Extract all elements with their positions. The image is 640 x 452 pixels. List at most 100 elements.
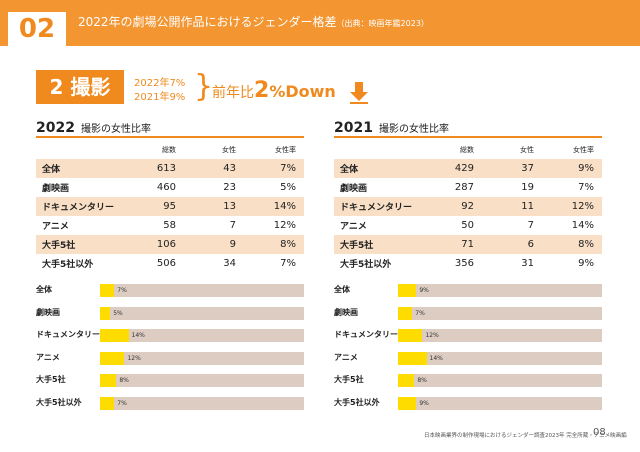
total-cell: 356 [454, 258, 474, 269]
bar-label: アニメ [36, 352, 60, 362]
bar-fill [398, 284, 417, 297]
total-cell: 58 [163, 220, 176, 231]
bar-value-label: 14% [131, 332, 145, 339]
rate-cell: 12% [273, 220, 296, 231]
female-cell: 7 [527, 220, 534, 231]
total-cell: 106 [124, 235, 184, 254]
row-label: 大手5社 [36, 235, 124, 254]
table-row: ドキュメンタリー 92 11 12% [334, 197, 602, 216]
column-header: 女性率 [275, 145, 296, 154]
bar-fill [100, 351, 125, 365]
row-label: ドキュメンタリー [334, 197, 422, 216]
bar-value-label: 9% [419, 399, 429, 407]
bar-track: 8% [398, 374, 602, 387]
female-cell: 31 [521, 258, 534, 269]
total-cell: 50 [461, 220, 474, 231]
total-cell: 95 [124, 197, 184, 216]
female-cell: 9 [184, 235, 244, 254]
female-cell: 37 [482, 159, 542, 178]
table-row: 劇映画 460 23 5% [36, 178, 304, 197]
rate-cell: 7% [280, 258, 296, 269]
row-label: アニメ [42, 222, 69, 232]
total-cell: 460 [156, 182, 176, 193]
female-cell: 13 [184, 197, 244, 216]
yoy-prefix: 前年比 [212, 85, 254, 101]
bar-track: 12% [100, 351, 304, 365]
row-label: 全体 [334, 159, 422, 178]
rate-cell: 14% [244, 197, 304, 216]
bar-value-label: 12% [425, 332, 439, 339]
female-cell: 34 [223, 258, 236, 269]
bar-row: 大手5社 8% [334, 372, 604, 388]
bar-fill [100, 396, 115, 410]
bar-fill [398, 306, 413, 320]
bar-label: 大手5社 [36, 375, 66, 384]
bar-label: ドキュメンタリー [36, 330, 100, 339]
table-year-2022: 2022 [36, 120, 75, 136]
row-label: ドキュメンタリー [36, 197, 124, 216]
footer-citation: 日本映画業界の制作現場におけるジェンダー調査2023年 完全所蔵・アニメ映画編 [424, 433, 627, 439]
bar-row: ドキュメンタリー 14% [36, 327, 306, 343]
data-table-2021: 総数 女性 女性率 全体 429 37 9% 劇映画 287 19 7% ドキュメンタリー 92 11 1… [334, 140, 602, 273]
bar-fill [100, 329, 129, 342]
page-number: 08 [593, 427, 606, 438]
bar-value-label: 9% [419, 287, 429, 294]
bar-value-label: 8% [417, 377, 427, 384]
bar-track: 9% [398, 396, 602, 410]
table-row: 大手5社以外 506 34 7% [36, 254, 304, 273]
year-line-2021: 2021年9% [134, 92, 186, 103]
table-row: ドキュメンタリー 95 13 14% [36, 197, 304, 216]
rate-cell: 5% [280, 182, 296, 193]
column-header: 総数 [162, 145, 176, 154]
rate-cell: 7% [244, 159, 304, 178]
table-subtitle-2022: 撮影の女性比率 [80, 124, 151, 135]
table-header-row: 総数 女性 女性率 [334, 140, 602, 159]
row-label: 大手5社以外 [42, 260, 94, 270]
table-row: 大手5社以外 356 31 9% [334, 254, 602, 273]
bar-fill [398, 374, 415, 387]
bar-value-label: 8% [119, 377, 129, 384]
table-rule-2021 [334, 136, 602, 138]
year-line-2022: 2022年7% [134, 78, 186, 89]
total-cell: 429 [422, 159, 482, 178]
female-cell: 6 [482, 235, 542, 254]
bar-value-label: 7% [117, 399, 127, 407]
female-cell: 23 [223, 182, 236, 193]
total-cell: 506 [156, 258, 176, 269]
bar-fill [398, 396, 417, 410]
bar-label: 全体 [334, 285, 350, 294]
bar-row: ドキュメンタリー 12% [334, 327, 604, 343]
rate-cell: 8% [542, 235, 602, 254]
category-badge: 2 撮影 [36, 70, 124, 104]
row-label: アニメ [340, 222, 367, 232]
bar-fill [100, 306, 111, 320]
section-number: 02 [8, 12, 66, 46]
rate-cell: 9% [578, 258, 594, 269]
row-label: 大手5社 [334, 235, 422, 254]
down-arrow-icon [350, 82, 368, 104]
bar-label: 大手5社以外 [36, 397, 82, 407]
column-header: 総数 [460, 145, 474, 154]
table-subtitle-2021: 撮影の女性比率 [378, 124, 449, 135]
bar-track: 14% [100, 329, 304, 342]
page-title: 2022年の劇場公開作品におけるジェンダー格差（出典：映画年鑑2023） [78, 14, 429, 32]
bar-label: 劇映画 [36, 307, 60, 317]
row-label: 大手5社以外 [340, 260, 392, 270]
bar-value-label: 7% [117, 287, 127, 294]
rate-cell: 9% [542, 159, 602, 178]
row-label: 劇映画 [340, 184, 368, 194]
table-year-2021: 2021 [334, 120, 373, 136]
data-table-2022: 総数 女性 女性率 全体 613 43 7% 劇映画 460 23 5% ドキュメンタリー 95 13 1… [36, 140, 304, 273]
bar-fill [100, 374, 117, 387]
rate-cell: 7% [578, 182, 594, 193]
total-cell: 71 [422, 235, 482, 254]
bar-row: 全体 7% [36, 282, 306, 298]
female-cell: 7 [229, 220, 236, 231]
column-header: 女性 [222, 145, 236, 154]
bar-track: 7% [398, 306, 602, 320]
column-header [36, 140, 124, 159]
bar-fill [398, 329, 423, 342]
table-row: 全体 429 37 9% [334, 159, 602, 178]
rate-cell: 14% [571, 220, 594, 231]
table-title-2022: 2022 撮影の女性比率 [36, 120, 151, 136]
